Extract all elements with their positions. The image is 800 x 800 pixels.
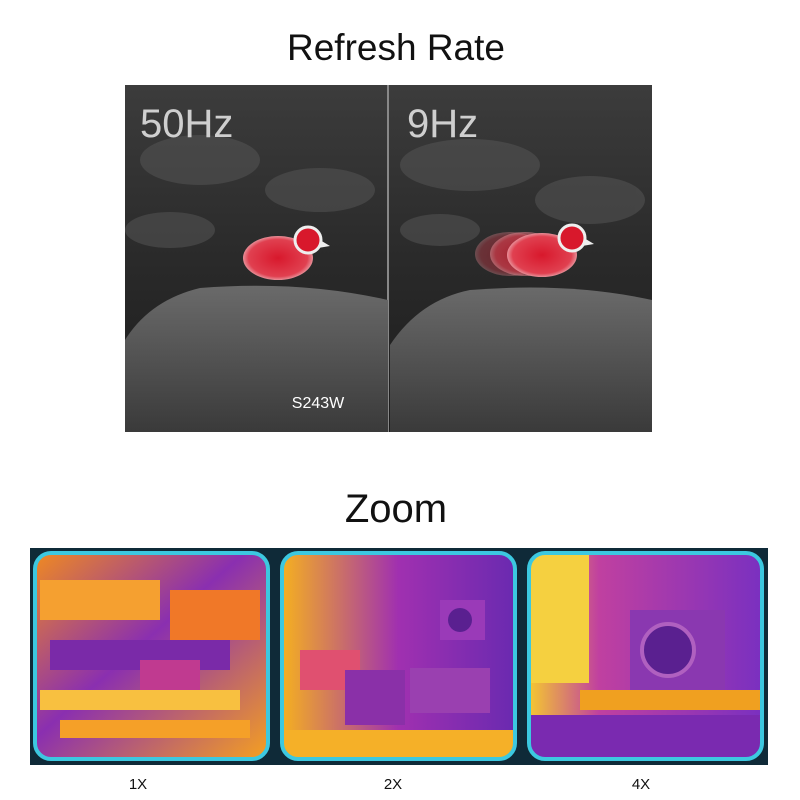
bird — [243, 225, 330, 280]
zoom-panel-1x — [35, 553, 268, 759]
rock — [390, 287, 652, 432]
section-title: Zoom — [345, 487, 447, 531]
blurred-bird — [475, 223, 594, 277]
rock — [125, 285, 388, 432]
zoom-label: 1X — [129, 776, 147, 793]
zoom-panel-2x — [282, 553, 515, 759]
zoom-label: 4X — [632, 776, 650, 793]
section-title: Refresh Rate — [287, 27, 505, 68]
zoom-image — [30, 548, 768, 765]
foliage — [125, 135, 645, 248]
model-label: S243W — [292, 395, 345, 412]
zoom-label: 2X — [384, 776, 402, 793]
zoom-panel-4x — [529, 553, 762, 759]
refresh-image: 50Hz 9Hz S243W — [125, 85, 652, 432]
panel-frames — [33, 551, 764, 761]
panel-label: 50Hz — [140, 102, 233, 146]
panel-label: 9Hz — [407, 102, 478, 146]
